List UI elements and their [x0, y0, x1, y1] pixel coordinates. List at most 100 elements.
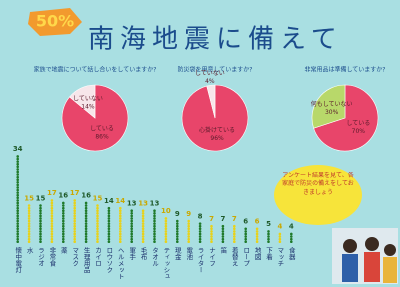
- dot: [119, 217, 122, 220]
- dot: [153, 215, 156, 218]
- dot: [96, 235, 99, 238]
- dot: [142, 220, 145, 223]
- dot: [96, 228, 99, 231]
- dot: [85, 235, 88, 238]
- value-label: 6: [255, 218, 260, 226]
- dot: [108, 225, 111, 228]
- dot: [199, 222, 202, 225]
- dot: [96, 222, 99, 225]
- dot: [16, 222, 19, 225]
- dot: [108, 228, 111, 231]
- category-label: 軍手: [128, 247, 136, 261]
- subtitle: 南海地震に備えて: [88, 25, 343, 55]
- dot: [279, 240, 282, 243]
- dot: [187, 228, 190, 231]
- dot: [96, 217, 99, 220]
- dot: [28, 215, 31, 218]
- dot: [39, 204, 42, 207]
- value-label: 9: [186, 210, 191, 218]
- dot: [51, 233, 54, 236]
- dot: [210, 240, 213, 243]
- dot: [176, 220, 179, 223]
- pie-question: 非常用品は準備していますか?: [304, 66, 385, 74]
- dot: [16, 197, 19, 200]
- dot: [176, 233, 179, 236]
- category-label: マッチ: [276, 247, 284, 267]
- dot: [51, 199, 54, 202]
- dot: [142, 212, 145, 215]
- dot: [62, 202, 65, 205]
- dot: [142, 215, 145, 218]
- value-label: 6: [243, 218, 248, 226]
- dot: [96, 209, 99, 212]
- dot: [222, 230, 225, 233]
- dot: [187, 230, 190, 233]
- dot: [51, 220, 54, 223]
- category-label: 現金: [173, 247, 181, 260]
- dot: [108, 222, 111, 225]
- dot: [96, 215, 99, 218]
- dot: [51, 230, 54, 233]
- dot: [62, 225, 65, 228]
- dot: [28, 209, 31, 212]
- dot: [165, 228, 168, 231]
- category-label: 食器: [287, 246, 295, 261]
- dot: [233, 238, 236, 241]
- dot: [279, 235, 282, 238]
- value-label: 17: [47, 189, 57, 197]
- dot: [16, 158, 19, 161]
- dot: [130, 209, 133, 212]
- dot: [187, 240, 190, 243]
- dot: [130, 217, 133, 220]
- dot: [39, 228, 42, 231]
- category-label: 毛布: [139, 246, 147, 261]
- category-label: マスク: [71, 247, 79, 267]
- dot: [233, 228, 236, 231]
- dot: [142, 230, 145, 233]
- dot: [290, 235, 293, 238]
- dot: [142, 225, 145, 228]
- slice-label: 何もしていない: [311, 100, 353, 108]
- dot: [16, 191, 19, 194]
- dot: [233, 225, 236, 228]
- dot: [73, 235, 76, 238]
- category-label: カイロ: [94, 247, 102, 267]
- poster: 50% 南海地震に備えて アンケート結果を見て、各家庭で防災の備えをしておきまし…: [0, 0, 400, 287]
- dot: [244, 235, 247, 238]
- dot: [62, 220, 65, 223]
- dot: [85, 228, 88, 231]
- category-label: 下着: [265, 247, 273, 261]
- dot: [130, 220, 133, 223]
- dot: [62, 215, 65, 218]
- dot: [165, 217, 168, 220]
- dot: [165, 240, 168, 243]
- dot: [85, 238, 88, 241]
- dot-column: [267, 230, 270, 243]
- dot: [130, 225, 133, 228]
- dot: [153, 225, 156, 228]
- dot: [16, 184, 19, 187]
- dot: [62, 230, 65, 233]
- dot: [16, 204, 19, 207]
- slice-label: している: [346, 120, 370, 127]
- dot: [39, 212, 42, 215]
- value-label: 10: [161, 207, 171, 215]
- dot: [199, 230, 202, 233]
- dot: [210, 238, 213, 241]
- category-label: ロープ: [242, 247, 250, 267]
- dot: [153, 240, 156, 243]
- dot: [16, 225, 19, 228]
- dot: [199, 238, 202, 241]
- dot: [96, 212, 99, 215]
- dot: [96, 230, 99, 233]
- dot: [222, 228, 225, 231]
- dot: [62, 212, 65, 215]
- value-label: 9: [175, 210, 180, 218]
- dot: [73, 225, 76, 228]
- dot: [187, 225, 190, 228]
- dot: [28, 217, 31, 220]
- value-label: 15: [36, 194, 46, 202]
- value-label: 5: [266, 220, 271, 228]
- kid-body: [364, 252, 380, 282]
- dot-column: [39, 204, 42, 243]
